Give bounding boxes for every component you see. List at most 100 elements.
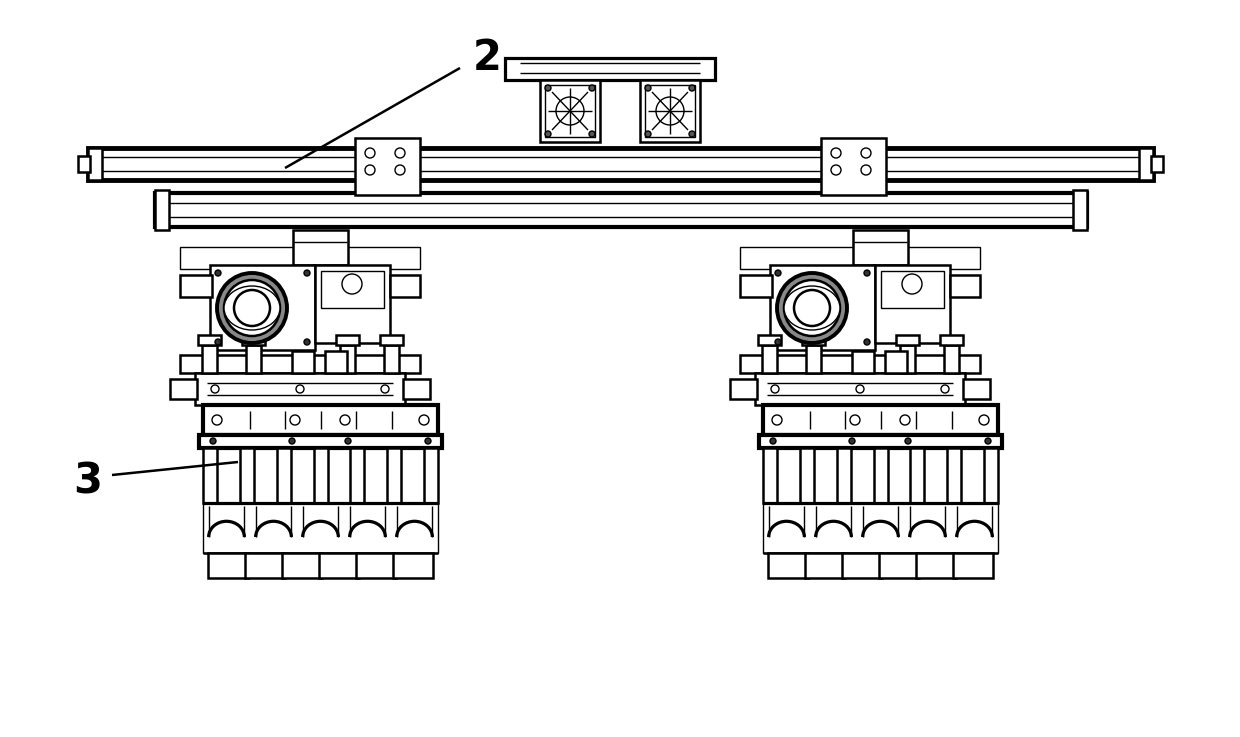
Circle shape	[546, 85, 551, 91]
Bar	[853, 230, 908, 265]
Circle shape	[849, 438, 856, 444]
Bar	[940, 335, 963, 345]
Circle shape	[980, 415, 990, 425]
Circle shape	[773, 415, 782, 425]
Circle shape	[365, 148, 374, 158]
Bar	[952, 553, 992, 578]
Circle shape	[645, 131, 651, 137]
Bar	[805, 553, 846, 578]
Circle shape	[289, 438, 295, 444]
Circle shape	[345, 438, 351, 444]
Bar	[403, 379, 430, 399]
Bar	[873, 448, 888, 503]
Circle shape	[304, 270, 310, 276]
Bar	[198, 435, 441, 448]
Bar	[1140, 148, 1153, 180]
Bar	[875, 265, 950, 343]
Circle shape	[425, 438, 432, 444]
Circle shape	[304, 339, 310, 345]
Bar	[806, 345, 821, 373]
Bar	[203, 405, 438, 435]
Bar	[1073, 190, 1087, 230]
Bar	[242, 335, 265, 345]
Bar	[340, 345, 355, 373]
Bar	[539, 80, 600, 142]
Bar	[321, 271, 384, 308]
Bar	[195, 373, 405, 405]
Bar	[546, 85, 595, 137]
Circle shape	[656, 97, 684, 125]
Bar	[315, 265, 391, 343]
Bar	[314, 448, 327, 503]
Bar	[202, 345, 217, 373]
Bar	[645, 85, 694, 137]
Bar	[763, 448, 777, 503]
Circle shape	[396, 148, 405, 158]
Circle shape	[849, 415, 861, 425]
Bar	[763, 345, 777, 373]
Circle shape	[396, 165, 405, 175]
Bar	[170, 379, 197, 399]
Bar	[155, 193, 1087, 227]
Bar	[1151, 156, 1163, 172]
Bar	[885, 351, 906, 373]
Bar	[246, 553, 285, 578]
Bar	[393, 553, 433, 578]
Bar	[897, 335, 919, 345]
Bar	[180, 247, 420, 269]
Bar	[351, 448, 365, 503]
Circle shape	[864, 270, 870, 276]
Bar	[879, 553, 919, 578]
Circle shape	[775, 270, 781, 276]
Bar	[88, 148, 102, 180]
Circle shape	[775, 339, 781, 345]
Circle shape	[589, 131, 595, 137]
Bar	[842, 553, 882, 578]
Bar	[180, 355, 420, 373]
Bar	[210, 265, 315, 350]
Circle shape	[861, 148, 870, 158]
Circle shape	[905, 438, 911, 444]
Circle shape	[556, 97, 584, 125]
Bar	[740, 355, 980, 373]
Bar	[319, 553, 358, 578]
Bar	[325, 351, 347, 373]
Bar	[355, 138, 420, 195]
Text: 2: 2	[472, 37, 501, 79]
Circle shape	[224, 280, 280, 336]
Bar	[763, 503, 998, 553]
Bar	[208, 553, 248, 578]
Circle shape	[831, 148, 841, 158]
Bar	[387, 448, 402, 503]
Bar	[947, 448, 961, 503]
Bar	[336, 335, 360, 345]
Circle shape	[340, 415, 350, 425]
Bar	[837, 448, 851, 503]
Bar	[769, 553, 808, 578]
Bar	[293, 230, 348, 265]
Bar	[759, 435, 1002, 448]
Bar	[203, 448, 217, 503]
Bar	[356, 553, 396, 578]
Circle shape	[296, 385, 304, 393]
Circle shape	[589, 85, 595, 91]
Circle shape	[645, 85, 651, 91]
Bar	[758, 335, 781, 345]
Bar	[944, 345, 959, 373]
Circle shape	[777, 273, 847, 343]
Bar	[379, 335, 403, 345]
Ellipse shape	[224, 286, 280, 330]
Text: 3: 3	[73, 461, 103, 503]
Bar	[391, 275, 420, 297]
Bar	[246, 345, 260, 373]
Bar	[198, 335, 221, 345]
Circle shape	[234, 290, 270, 326]
Bar	[900, 345, 915, 373]
Bar	[910, 448, 924, 503]
Bar	[821, 138, 887, 195]
Circle shape	[210, 438, 216, 444]
Bar	[730, 379, 756, 399]
Bar	[281, 553, 322, 578]
Circle shape	[217, 273, 286, 343]
Circle shape	[831, 165, 841, 175]
